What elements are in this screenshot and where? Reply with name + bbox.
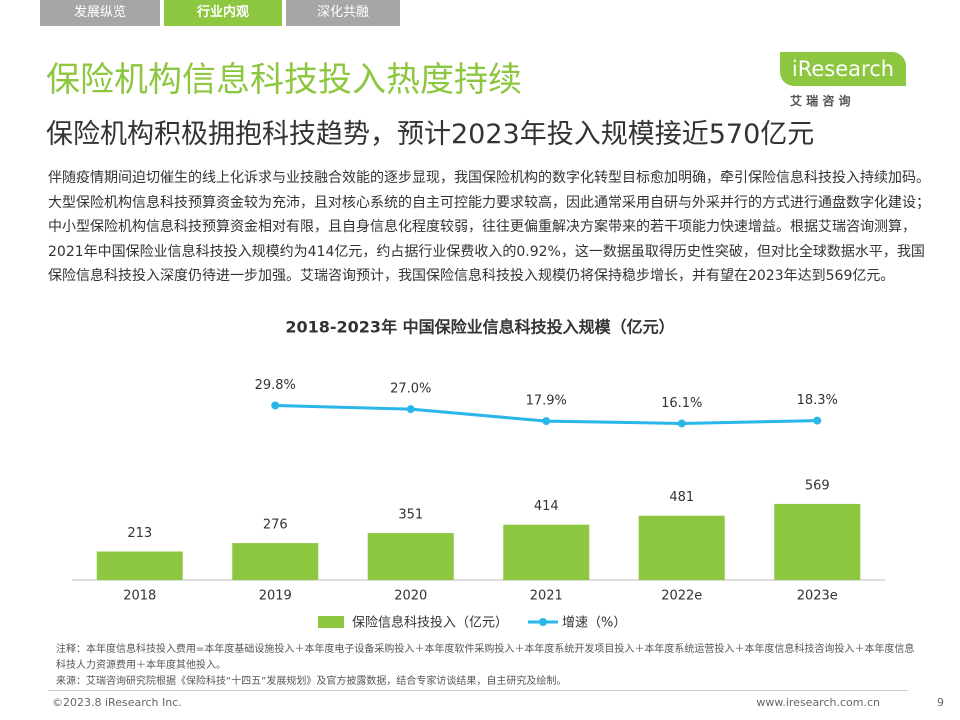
- bar-label: 351: [398, 508, 423, 523]
- legend-swatch: [318, 616, 344, 628]
- subtitle: 保险机构积极拥抱科技趋势，预计2023年投入规模接近570亿元: [46, 119, 815, 150]
- page-number: 9: [937, 696, 944, 709]
- line-point: [542, 417, 551, 426]
- legend-swatch: [539, 618, 547, 626]
- x-tick-label: 2018: [123, 589, 156, 604]
- x-tick-label: 2020: [394, 589, 427, 604]
- line-label: 16.1%: [661, 396, 702, 411]
- x-tick-label: 2022e: [661, 589, 702, 604]
- logo: iResearch: [780, 52, 906, 86]
- tab[interactable]: 深化共融: [286, 0, 400, 26]
- line-point: [677, 419, 686, 428]
- line-label: 17.9%: [526, 394, 567, 409]
- source: 来源：艾瑞咨询研究院根据《保险科技“十四五”发展规划》及官方披露数据，结合专家访…: [56, 676, 567, 687]
- x-tick-label: 2019: [259, 589, 292, 604]
- line-label: 29.8%: [255, 378, 296, 393]
- note: 注释：本年度信息科技投入费用=本年度基础设施投入＋本年度电子设备采购投入＋本年度…: [56, 644, 915, 671]
- bar: [503, 524, 590, 580]
- line-point: [406, 405, 415, 414]
- bar: [232, 543, 319, 580]
- bar: [774, 503, 861, 580]
- tab-active[interactable]: 行业内观: [164, 0, 282, 26]
- site: www.iresearch.com.cn: [756, 696, 880, 709]
- copyright: ©2023.8 iResearch Inc.: [52, 696, 182, 709]
- tab[interactable]: 发展纵览: [40, 0, 160, 26]
- x-tick-label: 2023e: [797, 589, 838, 604]
- legend-label: 增速（%）: [562, 616, 626, 631]
- bar: [367, 533, 454, 580]
- line-label: 27.0%: [390, 382, 431, 397]
- bar-label: 213: [127, 526, 152, 541]
- bar-label: 569: [805, 478, 830, 493]
- line-label: 18.3%: [797, 393, 838, 408]
- paragraph: 伴随疫情期间迫切催生的线上化诉求与业技融合效能的逐步显现，我国保险机构的数字化转…: [48, 170, 930, 284]
- bar-label: 276: [263, 518, 288, 533]
- chart-title: 2018-2023年 中国保险业信息科技投入规模（亿元）: [285, 318, 674, 337]
- bar-label: 414: [534, 499, 559, 514]
- bar: [96, 551, 183, 580]
- legend-label: 保险信息科技投入（亿元）: [352, 615, 508, 631]
- line-point: [813, 416, 822, 425]
- x-tick-label: 2021: [530, 589, 563, 604]
- footer-line: [48, 690, 908, 691]
- line-point: [271, 401, 280, 410]
- title: 保险机构信息科技投入热度持续: [46, 60, 522, 100]
- bar-label: 481: [669, 490, 694, 505]
- logo-cn: 艾 瑞 咨 询: [790, 94, 851, 108]
- bar: [638, 515, 725, 580]
